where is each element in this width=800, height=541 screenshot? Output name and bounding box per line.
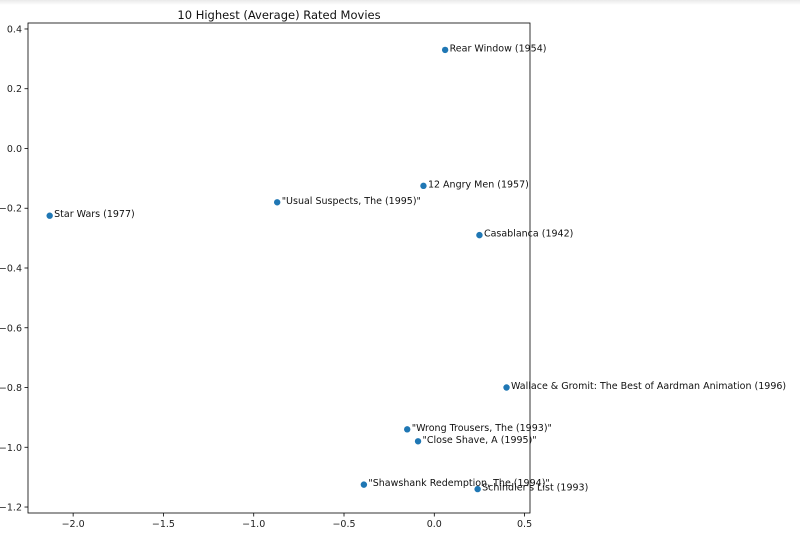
data-point xyxy=(420,182,427,190)
point-label: Schindler's List (1993) xyxy=(482,483,588,494)
x-tick-label: −0.5 xyxy=(332,519,355,530)
point-label: "Wrong Trousers, The (1993)" xyxy=(412,423,552,434)
data-point xyxy=(503,384,510,391)
data-point xyxy=(404,426,411,433)
point-label: 12 Angry Men (1957) xyxy=(428,179,529,190)
point-label: Casablanca (1942) xyxy=(484,229,573,240)
y-tick-label: −1.0 xyxy=(0,443,22,454)
point-label: Rear Window (1954) xyxy=(450,43,547,54)
y-tick-label: −0.2 xyxy=(0,204,22,215)
y-tick-label: −1.2 xyxy=(0,503,22,514)
data-point xyxy=(441,46,449,54)
x-tick-label: −1.0 xyxy=(242,519,265,530)
y-tick-label: −0.6 xyxy=(0,323,22,334)
point-label: "Usual Suspects, The (1995)" xyxy=(282,196,421,207)
data-point xyxy=(273,199,281,206)
point-label: Wallace & Gromit: The Best of Aardman An… xyxy=(511,381,786,392)
y-axis: 0.4 0.2 0.0 −0.2 −0.4 −0.6 −0.8 −1.0 −1.2 xyxy=(0,24,28,514)
y-tick-label: −0.4 xyxy=(0,264,22,275)
data-point xyxy=(46,212,53,219)
data-point xyxy=(474,485,481,493)
point-label: "Close Shave, A (1995)" xyxy=(423,435,537,446)
data-point xyxy=(414,438,422,445)
data-point xyxy=(360,481,368,488)
x-tick-label: −2.0 xyxy=(62,519,85,530)
x-tick-label: 0.0 xyxy=(427,519,442,530)
x-tick-label: 0.5 xyxy=(517,519,532,530)
y-tick-label: 0.4 xyxy=(7,24,22,35)
x-axis: −2.0 −1.5 −1.0 −0.5 0.0 0.5 xyxy=(62,513,532,530)
y-tick-label: 0.2 xyxy=(7,84,22,95)
point-label: Star Wars (1977) xyxy=(54,209,135,220)
x-tick-label: −1.5 xyxy=(152,519,175,530)
chart-title: 10 Highest (Average) Rated Movies xyxy=(177,8,380,22)
data-point xyxy=(476,231,483,239)
y-tick-label: 0.0 xyxy=(7,144,22,155)
window-top-edge xyxy=(0,0,800,5)
y-tick-label: −0.8 xyxy=(0,383,22,394)
point-labels: Rear Window (1954) 12 Angry Men (1957) "Us… xyxy=(54,43,786,493)
data-points xyxy=(46,46,510,493)
point-label: "Shawshank Redemption, The (1994)" xyxy=(368,478,549,489)
